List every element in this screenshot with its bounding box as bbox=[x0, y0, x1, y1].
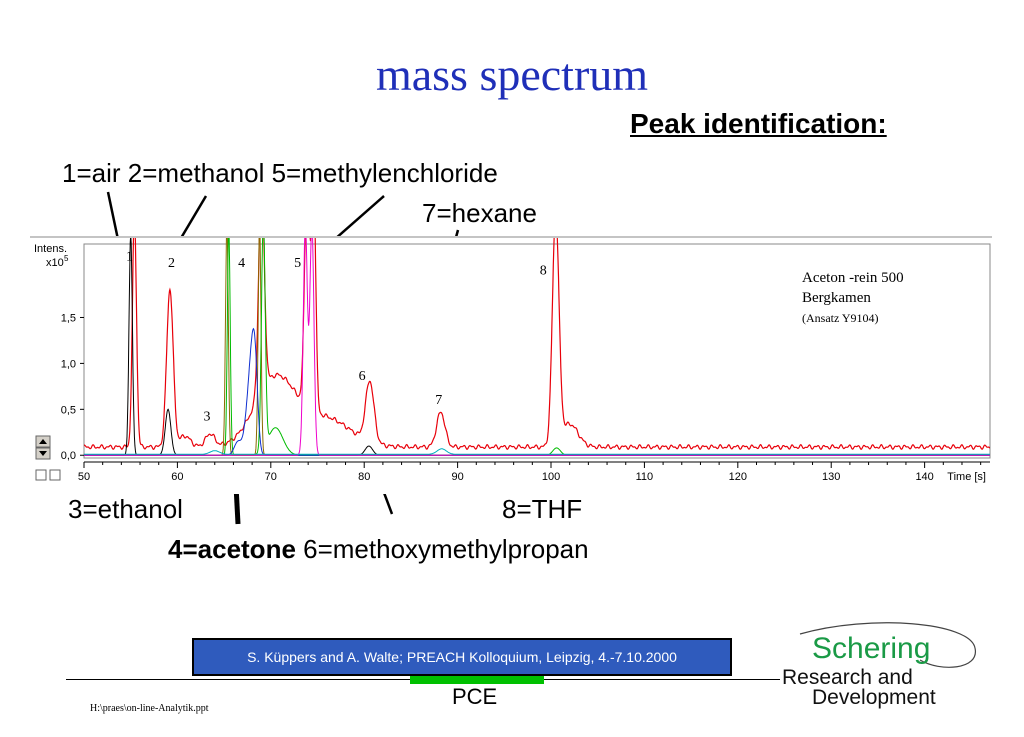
y-axis-exponent: 5 bbox=[64, 254, 69, 263]
peak-legend-line1: 1=air 2=methanol 5=methylenchloride bbox=[62, 158, 498, 188]
series-line-6 bbox=[84, 448, 990, 455]
peak-label: 5 bbox=[294, 256, 301, 271]
peak-identification-heading: Peak identification: bbox=[630, 108, 887, 139]
schering-logo: Schering bbox=[812, 632, 931, 665]
y-tick-label: 0,0 bbox=[61, 450, 76, 462]
peak-legend-acetone-line: 4=acetone 6=methoxymethylpropan bbox=[168, 534, 589, 565]
pce-bar bbox=[410, 676, 544, 684]
sample-note-line: Aceton -rein 500 bbox=[802, 270, 904, 286]
x-tick-label: 110 bbox=[636, 471, 654, 483]
series-line-5 bbox=[84, 238, 990, 456]
x-tick-label: 70 bbox=[265, 471, 277, 483]
y-tick-label: 0,5 bbox=[61, 404, 76, 416]
x-tick-label: 90 bbox=[451, 471, 463, 483]
x-axis-title: Time [s] bbox=[947, 471, 986, 483]
y-tick-label: 1,0 bbox=[61, 358, 76, 370]
sample-note-line: Bergkamen bbox=[802, 290, 871, 306]
peak-label: 6 bbox=[359, 369, 366, 384]
peak-legend-ethanol: 3=ethanol bbox=[68, 494, 183, 524]
peak-legend-methoxymethylpropan: 6=methoxymethylpropan bbox=[295, 534, 589, 564]
citation-box: S. Küppers and A. Walte; PREACH Kolloqui… bbox=[192, 638, 732, 676]
y-axis-unit: x10 bbox=[46, 257, 64, 269]
file-path: H:\praes\on-line-Analytik.ppt bbox=[90, 703, 209, 714]
x-tick-label: 120 bbox=[729, 471, 747, 483]
x-tick-label: 80 bbox=[358, 471, 370, 483]
x-tick-label: 130 bbox=[822, 471, 840, 483]
slide-title: mass spectrum bbox=[375, 49, 649, 100]
peak-label: 7 bbox=[435, 393, 442, 408]
peak-label: 1 bbox=[126, 250, 133, 265]
schering-logo-swoosh bbox=[799, 622, 976, 668]
peak-label: 8 bbox=[540, 263, 547, 278]
plot-frame bbox=[83, 243, 991, 459]
peak-label: 2 bbox=[168, 256, 175, 271]
peak-legend-acetone: 4=acetone bbox=[168, 534, 296, 564]
chart-background bbox=[30, 236, 992, 494]
y-axis-title: Intens. bbox=[34, 243, 67, 255]
pce-label: PCE bbox=[452, 684, 498, 709]
series-line-0 bbox=[84, 238, 990, 451]
peak-label: 4 bbox=[238, 256, 245, 271]
scroll-down-icon bbox=[39, 451, 47, 456]
x-tick-label: 100 bbox=[542, 471, 560, 483]
sample-note-line: (Ansatz Y9104) bbox=[802, 311, 879, 325]
peak-legend-thf: 8=THF bbox=[502, 494, 583, 524]
x-tick-label: 60 bbox=[171, 471, 183, 483]
peak-label: 3 bbox=[204, 409, 211, 424]
logo-research-and: Research and bbox=[782, 666, 913, 689]
peak-legend-hexane: 7=hexane bbox=[422, 198, 537, 228]
x-tick-label: 140 bbox=[915, 471, 933, 483]
zoom-checkbox-1 bbox=[35, 469, 47, 481]
zoom-checkbox-2 bbox=[49, 469, 61, 481]
x-tick-label: 50 bbox=[78, 471, 90, 483]
scroll-up-icon bbox=[39, 439, 47, 444]
y-tick-label: 1,5 bbox=[61, 312, 76, 324]
logo-development: Development bbox=[812, 686, 936, 709]
